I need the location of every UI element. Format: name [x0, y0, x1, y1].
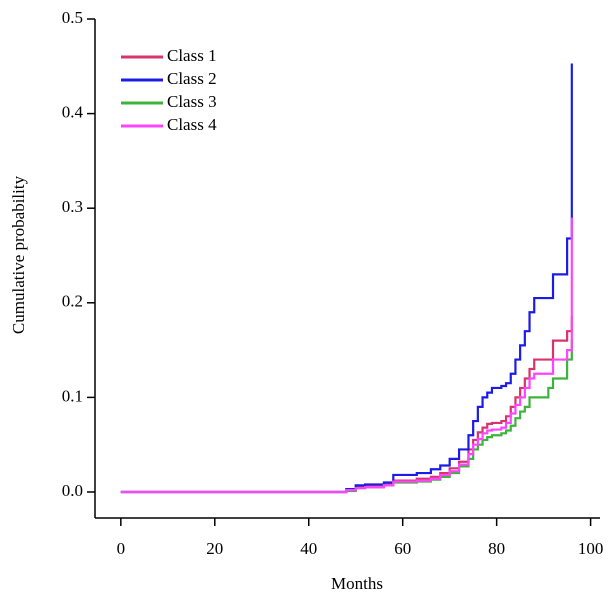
y-tick-label: 0.3 [62, 197, 83, 216]
y-tick-label: 0.5 [62, 8, 83, 27]
series-line [120, 316, 573, 494]
y-tick-label: 0.0 [62, 481, 83, 500]
y-tick-label: 0.1 [62, 386, 83, 405]
x-tick-label: 80 [488, 539, 505, 558]
series-line [120, 63, 573, 494]
x-tick-label: 60 [394, 539, 411, 558]
legend-label: Class 4 [167, 115, 217, 134]
x-tick-label: 0 [117, 539, 126, 558]
x-tick-label: 40 [300, 539, 317, 558]
legend-label: Class 2 [167, 69, 217, 88]
x-tick-label: 100 [578, 539, 604, 558]
x-axis-label: Months [331, 574, 383, 593]
y-axis-label: Cumulative probability [9, 175, 28, 334]
y-tick-label: 0.2 [62, 292, 83, 311]
x-tick-label: 20 [206, 539, 223, 558]
legend-label: Class 1 [167, 46, 217, 65]
series-line [120, 338, 573, 494]
legend-label: Class 3 [167, 92, 217, 111]
series-line [120, 217, 573, 494]
y-tick-label: 0.4 [62, 103, 84, 122]
